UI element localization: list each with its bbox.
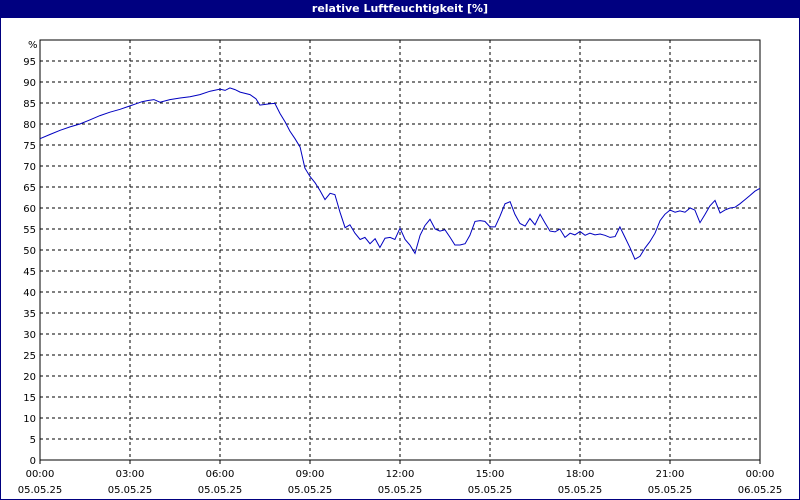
y-tick-label: 10 (23, 414, 36, 425)
y-tick-label: 20 (23, 372, 36, 383)
y-tick-label: 95 (23, 57, 36, 68)
y-tick-label: 25 (23, 351, 36, 362)
y-tick-label: 30 (23, 330, 36, 341)
y-tick-label: 55 (23, 225, 36, 236)
x-tick-date: 05.05.25 (198, 485, 243, 496)
x-tick-time: 21:00 (656, 469, 685, 480)
y-tick-label: 90 (23, 78, 36, 89)
plot-area-border (39, 39, 761, 461)
y-tick-label: 75 (23, 141, 36, 152)
x-tick-date: 05.05.25 (288, 485, 333, 496)
x-tick-time: 00:00 (26, 469, 55, 480)
x-tick-time: 12:00 (386, 469, 415, 480)
x-tick-date: 05.05.25 (468, 485, 513, 496)
y-tick-label: 85 (23, 99, 36, 110)
x-tick-time: 03:00 (116, 469, 145, 480)
y-tick-label: 70 (23, 162, 36, 173)
y-axis-label: % (28, 40, 38, 51)
y-tick-label: 45 (23, 267, 36, 278)
y-tick-label: 15 (23, 393, 36, 404)
y-tick-label: 5 (30, 435, 36, 446)
x-tick-date: 06.05.25 (738, 485, 783, 496)
x-tick-date: 05.05.25 (378, 485, 423, 496)
y-tick-labels: 0 5 10 15 20 25 30 35 40 45 50 55 60 65 70 75 80 85 90 95 (23, 57, 36, 467)
y-tick-label: 60 (23, 204, 36, 215)
grid (40, 40, 760, 460)
x-tick-labels: 00:00 05.05.25 03:00 05.05.25 06:00 05.05.25 0… (18, 469, 783, 496)
x-tick-date: 05.05.25 (648, 485, 693, 496)
y-tick-label: 50 (23, 246, 36, 257)
chart-title: relative Luftfeuchtigkeit [%] (0, 0, 800, 18)
x-tick-time: 09:00 (296, 469, 325, 480)
series-line-humidity (39, 87, 761, 260)
x-tick-date: 05.05.25 (558, 485, 603, 496)
x-tick-time: 06:00 (206, 469, 235, 480)
axes (39, 39, 761, 464)
y-tick-label: 35 (23, 309, 36, 320)
y-tick-label: 40 (23, 288, 36, 299)
x-tick-date: 05.05.25 (108, 485, 153, 496)
y-tick-label: 0 (30, 456, 36, 467)
x-tick-time: 00:00 (746, 469, 775, 480)
x-tick-time: 15:00 (476, 469, 505, 480)
x-tick-date: 05.05.25 (18, 485, 63, 496)
y-tick-label: 80 (23, 120, 36, 131)
y-tick-label: 65 (23, 183, 36, 194)
x-tick-time: 18:00 (566, 469, 595, 480)
